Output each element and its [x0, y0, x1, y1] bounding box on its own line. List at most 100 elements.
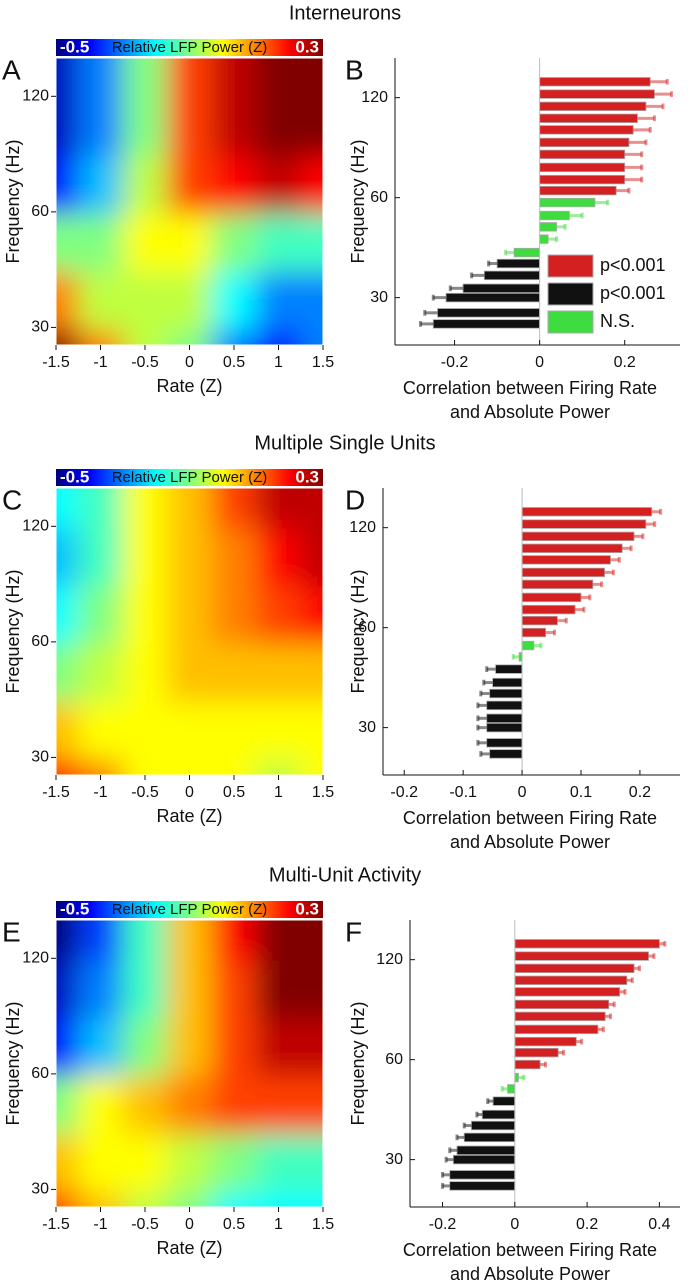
x-axis-label: Rate (Z) [156, 806, 222, 826]
heat-cell [211, 58, 257, 100]
y-axis-label: Frequency (Hz) [3, 569, 23, 693]
panel-letter: A [2, 54, 21, 85]
bar [514, 963, 635, 974]
y-axis-label: Frequency (Hz) [3, 1001, 23, 1125]
bar [539, 149, 626, 160]
heat-cell [167, 1018, 213, 1077]
x-tick-label: -1 [93, 354, 107, 371]
heat-cell [300, 272, 323, 331]
bar [514, 975, 628, 985]
heat-cell [56, 960, 79, 1019]
y-axis-label: Frequency (Hz) [3, 139, 23, 263]
legend-swatch [547, 254, 594, 278]
x-tick-label: -0.2 [441, 354, 469, 371]
heat-cell [122, 920, 168, 962]
heatmap [56, 488, 323, 775]
error-bar [482, 679, 493, 686]
error-bar [594, 199, 610, 206]
heat-cell [122, 1191, 168, 1207]
error-bar [645, 103, 665, 110]
error-bar [648, 953, 656, 959]
bar [539, 197, 596, 208]
x-tick-label: 1 [274, 354, 283, 371]
error-bar [634, 965, 642, 972]
heat-cell [300, 759, 323, 775]
bar [521, 519, 647, 529]
error-bar [470, 272, 485, 279]
heat-cell [122, 329, 168, 345]
y-tick-label: 120 [361, 89, 388, 106]
y-axis-label: Frequency (Hz) [348, 1001, 368, 1125]
bar [539, 113, 638, 123]
colorbar-label: Relative LFP Power (Z) [112, 901, 268, 918]
bar [521, 543, 623, 553]
heat-cell [300, 488, 323, 530]
bar [521, 604, 576, 615]
y-tick-label: 120 [22, 950, 49, 967]
bar [539, 89, 655, 99]
heat-cell [300, 1018, 323, 1077]
heat-cell [122, 702, 168, 761]
panel-letter: C [2, 484, 22, 515]
heatmap [56, 920, 323, 1207]
heat-cell [56, 644, 79, 703]
x-tick-label: 0 [518, 784, 527, 801]
y-tick-label: 30 [31, 319, 49, 336]
y-tick-label: 30 [31, 749, 49, 766]
bar [521, 592, 582, 603]
y-axis-label: Frequency (Hz) [348, 139, 368, 263]
error-bar [504, 249, 515, 256]
heatmap-cells [56, 488, 323, 775]
heat-cell [211, 272, 257, 331]
heat-cell [256, 759, 302, 775]
heat-cell [300, 960, 323, 1019]
bar [486, 722, 523, 733]
row-title: Multiple Single Units [254, 432, 435, 454]
x-tick-label: -1 [93, 784, 107, 801]
bar [481, 1109, 516, 1120]
heat-cell [78, 329, 124, 345]
colorbar [56, 901, 323, 918]
heat-cell [122, 1134, 168, 1193]
error-bar [479, 751, 490, 757]
bar [539, 222, 558, 232]
bar [514, 1024, 599, 1035]
error-bar [540, 1061, 548, 1068]
x-tick-label: 0.5 [223, 1216, 245, 1233]
heat-cell [122, 528, 168, 587]
error-bar [634, 533, 645, 540]
error-bar [441, 1171, 450, 1178]
error-bar [624, 151, 644, 158]
heat-cell [256, 1076, 302, 1135]
heat-cell [300, 920, 323, 962]
bar [521, 567, 605, 578]
heatmap-cells [56, 920, 323, 1207]
x-tick-label: -1.5 [42, 784, 70, 801]
heat-cell [78, 272, 124, 331]
heat-cell [78, 214, 124, 273]
heat-cell [56, 702, 79, 761]
bar [452, 1154, 516, 1165]
x-tick-label: 0.5 [223, 784, 245, 801]
heat-cell [78, 1018, 124, 1077]
y-tick-label: 60 [31, 633, 49, 650]
row-title: Multi-Unit Activity [269, 864, 421, 886]
x-tick-label: 0.1 [570, 784, 592, 801]
heat-cell [300, 1134, 323, 1193]
error-bar [441, 1183, 450, 1189]
bar [432, 319, 541, 329]
bar [496, 258, 541, 269]
error-bar [633, 127, 652, 133]
x-axis-label: Correlation between Firing Rate [403, 378, 657, 398]
error-bar [569, 212, 584, 219]
heat-cell [300, 528, 323, 587]
bar [486, 713, 523, 723]
heat-cell [122, 214, 168, 273]
bar [495, 664, 523, 674]
bar [521, 555, 611, 565]
heat-cell [56, 1134, 79, 1193]
error-bar [654, 91, 673, 97]
colorbar [56, 469, 323, 486]
x-tick-label: 0.5 [223, 354, 245, 371]
